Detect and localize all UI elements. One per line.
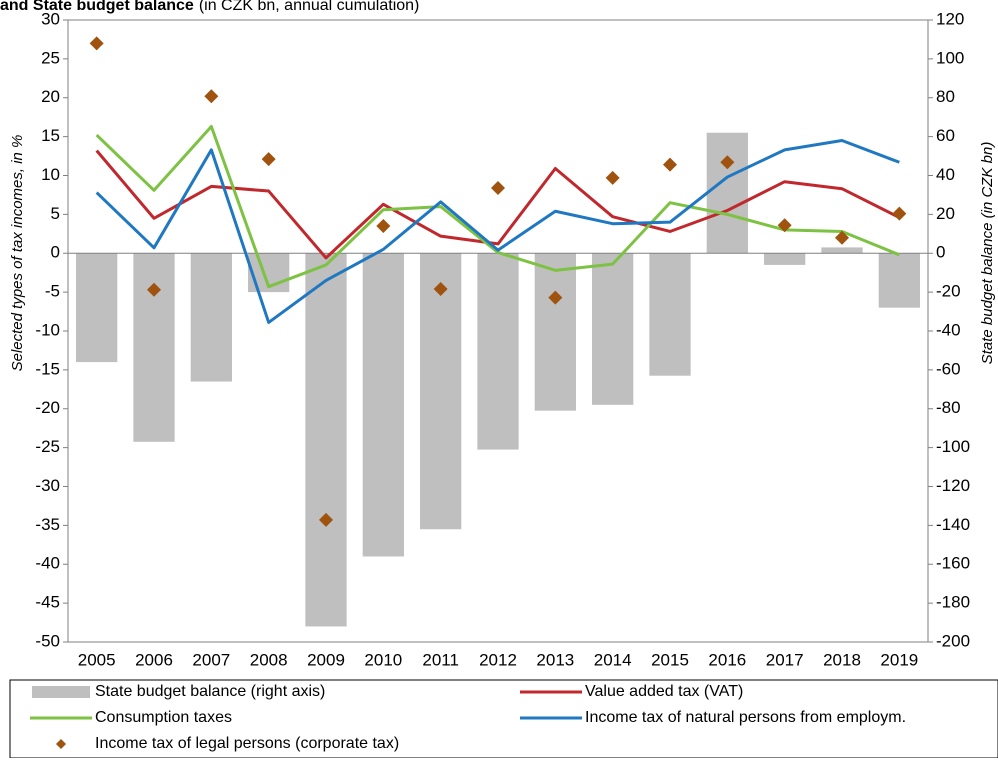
x-tick-label: 2014 — [594, 650, 632, 669]
y2-tick-label: -200 — [936, 631, 970, 650]
y2-tick-label: 60 — [936, 126, 955, 145]
y2-tick-label: 100 — [936, 48, 964, 67]
point — [663, 157, 677, 172]
bar — [420, 253, 462, 530]
y-tick-label: -45 — [35, 593, 60, 612]
bar — [534, 253, 576, 411]
point — [605, 170, 620, 185]
x-tick-label: 2019 — [880, 650, 918, 669]
y-tick-label: -40 — [35, 554, 60, 573]
bar — [190, 253, 232, 382]
y-tick-label: 15 — [41, 126, 60, 145]
legend-label: Consumption taxes — [95, 709, 232, 726]
bar — [592, 253, 634, 405]
y-tick-label: 20 — [41, 87, 60, 106]
legend-label: Income tax of legal persons (corporate t… — [95, 735, 399, 752]
y-tick-label: -50 — [35, 631, 60, 650]
x-tick-label: 2008 — [250, 650, 288, 669]
point — [147, 282, 161, 297]
point — [319, 512, 333, 527]
point — [204, 89, 219, 104]
point — [720, 155, 735, 170]
bar — [649, 253, 691, 376]
y2-tick-label: -20 — [936, 282, 961, 301]
line-series — [95, 149, 901, 260]
y2-tick-label: -40 — [936, 320, 961, 339]
x-tick-label: 2010 — [364, 650, 402, 669]
legend-label: Income tax of natural persons from emplo… — [585, 709, 906, 726]
point — [777, 218, 792, 233]
y2-tick-label: 40 — [936, 165, 955, 184]
y-axis-label: Selected types of tax incomes, in % — [9, 135, 26, 372]
y2-tick-label: 80 — [936, 87, 955, 106]
y2-tick-label: -160 — [936, 554, 970, 573]
plot-area — [76, 132, 920, 627]
y2-tick-label: -140 — [936, 515, 970, 534]
y-tick-label: -25 — [35, 437, 60, 456]
bar — [305, 253, 347, 627]
y-tick-label: -15 — [35, 359, 60, 378]
y-tick-label: 30 — [41, 9, 60, 28]
y-tick-label: 25 — [41, 48, 60, 67]
x-tick-label: 2007 — [192, 650, 230, 669]
y2-tick-label: -120 — [936, 476, 970, 495]
x-tick-label: 2005 — [78, 650, 116, 669]
y2-tick-label: -60 — [936, 359, 961, 378]
subtitle: (in CZK bn, annual cumulation) — [199, 0, 420, 14]
title: and State budget balance — [0, 0, 194, 14]
bar — [477, 253, 519, 450]
line-series — [95, 125, 900, 289]
chart-title: and State budget balance (in CZK bn, annu… — [0, 0, 419, 14]
line-series — [95, 139, 900, 324]
y-tick-label: 0 — [51, 243, 60, 262]
bar — [76, 253, 118, 363]
bar — [706, 132, 748, 254]
bar — [362, 253, 404, 557]
x-tick-label: 2006 — [135, 650, 173, 669]
point — [261, 152, 276, 167]
x-tick-label: 2018 — [823, 650, 861, 669]
point — [892, 206, 907, 221]
x-tick-label: 2017 — [766, 650, 804, 669]
y-tick-label: -10 — [35, 320, 60, 339]
y2-tick-label: 0 — [936, 243, 945, 262]
point — [376, 219, 391, 234]
point — [548, 290, 563, 305]
bar — [821, 247, 863, 254]
bar — [133, 253, 175, 442]
y-tick-label: -20 — [35, 398, 60, 417]
bar — [764, 253, 806, 265]
y2-axis-label: State budget balance (in CZK bn) — [979, 142, 996, 365]
x-tick-label: 2011 — [422, 650, 459, 669]
point — [491, 180, 505, 195]
legend-swatch — [56, 739, 66, 749]
legend-label: Value added tax (VAT) — [585, 683, 743, 700]
y-tick-label: -30 — [35, 476, 60, 495]
point — [835, 230, 849, 245]
point — [433, 282, 448, 297]
legend-label: State budget balance (right axis) — [95, 683, 325, 700]
x-tick-label: 2012 — [479, 650, 517, 669]
x-tick-label: 2013 — [536, 650, 574, 669]
bar — [878, 253, 920, 308]
legend-swatch — [32, 686, 90, 698]
x-tick-label: 2009 — [307, 650, 345, 669]
x-tick-label: 2015 — [651, 650, 689, 669]
y2-tick-label: -100 — [936, 437, 970, 456]
y-tick-label: -35 — [35, 515, 60, 534]
y2-tick-label: -180 — [936, 593, 970, 612]
x-tick-label: 2016 — [708, 650, 746, 669]
y-tick-label: 10 — [41, 165, 60, 184]
y-tick-label: -5 — [45, 282, 60, 301]
y2-tick-label: 20 — [936, 204, 955, 223]
point — [89, 36, 104, 51]
y-tick-label: 5 — [51, 204, 60, 223]
y2-tick-label: -80 — [936, 398, 961, 417]
y2-tick-label: 120 — [936, 9, 964, 28]
